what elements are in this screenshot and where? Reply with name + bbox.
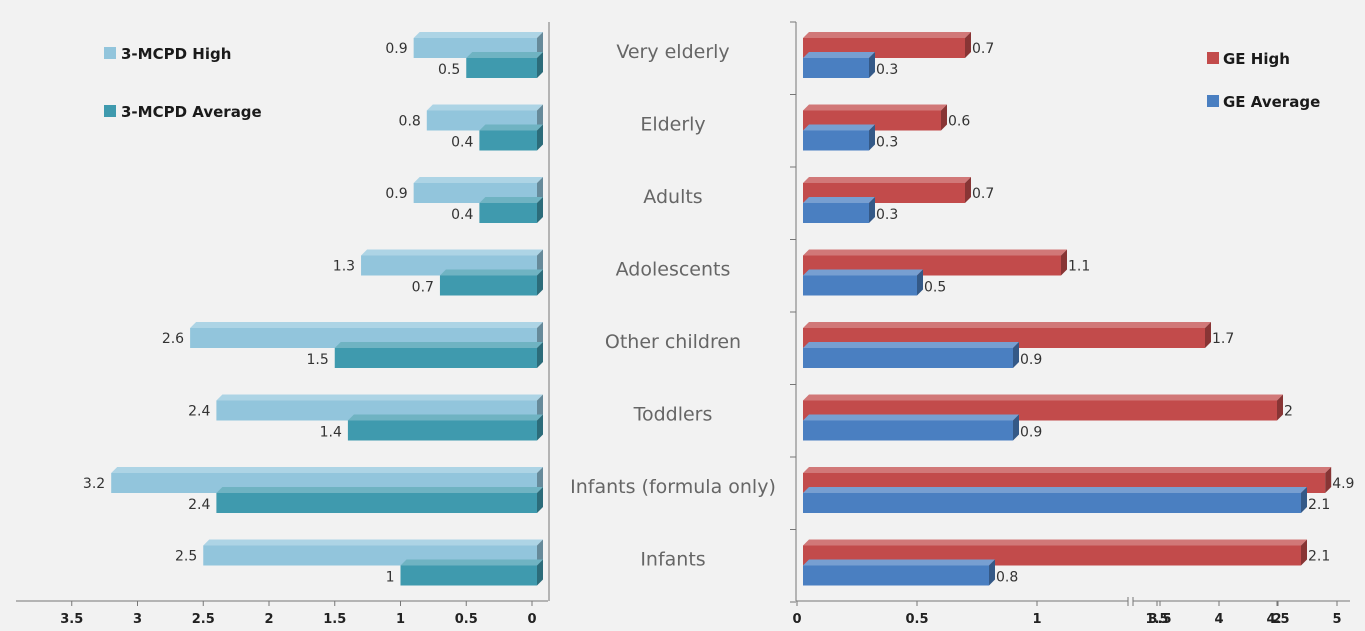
category-label: Infants (formula only) — [570, 476, 776, 498]
left-x-tick-label: 0 — [527, 612, 536, 627]
left-label-average: 1.5 — [306, 352, 328, 368]
category-label: Elderly — [640, 114, 705, 136]
left-x-tick-label: 1 — [396, 612, 405, 627]
right-label-high: 0.7 — [972, 186, 994, 202]
right-bar-average — [803, 269, 923, 296]
legend-label-left-high: 3-MCPD High — [121, 45, 231, 63]
right-bar-average — [803, 414, 1019, 441]
right-x-tick-label: 3.5 — [1148, 612, 1171, 627]
legend-label-right-average: GE Average — [1223, 93, 1320, 111]
right-bar-average — [803, 342, 1019, 368]
left-bar-average — [334, 342, 543, 368]
left-label-average: 0.7 — [412, 280, 434, 296]
left-x-tick-label: 3.5 — [60, 612, 83, 627]
right-bar-average — [803, 124, 875, 151]
left-x-tick-label: 0.5 — [455, 612, 478, 627]
right-label-average: 0.3 — [876, 207, 898, 223]
right-x-tick-label: 0 — [792, 612, 801, 627]
right-label-high: 1.7 — [1212, 331, 1234, 347]
legend-swatch-right-high — [1207, 52, 1219, 64]
right-label-average: 0.3 — [876, 135, 898, 151]
right-label-average: 0.9 — [1020, 425, 1042, 441]
right-label-high: 0.6 — [948, 114, 970, 130]
right-x-tick-label: 5 — [1332, 612, 1341, 627]
left-bar-average — [216, 487, 543, 513]
legend-swatch-right-average — [1207, 95, 1219, 107]
left-label-high: 2.4 — [188, 404, 210, 420]
legend-swatch-left-average — [104, 105, 116, 117]
right-label-high: 0.7 — [972, 41, 994, 57]
right-x-tick-label: 4.5 — [1266, 612, 1289, 627]
category-label: Other children — [605, 331, 741, 353]
right-label-high: 2.1 — [1308, 549, 1330, 565]
left-x-tick-label: 1.5 — [323, 612, 346, 627]
left-x-tick-label: 3 — [133, 612, 142, 627]
left-label-average: 0.5 — [438, 62, 460, 78]
left-label-high: 1.3 — [333, 259, 355, 275]
right-label-high: 1.1 — [1068, 259, 1090, 275]
right-x-tick-label: 2 — [1272, 612, 1281, 627]
left-bar-average — [479, 197, 543, 223]
right-label-high: 4.9 — [1332, 476, 1354, 492]
right-label-average: 0.5 — [924, 280, 946, 296]
left-bar-average — [347, 414, 543, 441]
left-bar-average — [466, 52, 543, 78]
right-x-tick-label: 1 — [1032, 612, 1041, 627]
legend-label-left-average: 3-MCPD Average — [121, 103, 262, 121]
category-label: Adolescents — [616, 259, 731, 281]
left-bar-average — [400, 559, 543, 586]
right-x-tick-label: 0.5 — [905, 612, 928, 627]
left-label-average: 0.4 — [451, 207, 473, 223]
left-label-high: 2.6 — [162, 331, 184, 347]
left-label-average: 0.4 — [451, 135, 473, 151]
right-bar-average — [803, 559, 995, 586]
right-x-tick-label: 4 — [1214, 612, 1223, 627]
left-label-average: 2.4 — [188, 497, 210, 513]
right-label-average: 0.3 — [876, 62, 898, 78]
category-label: Adults — [643, 186, 702, 208]
right-label-average: 0.9 — [1020, 352, 1042, 368]
legend-swatch-left-high — [104, 47, 116, 59]
left-label-average: 1 — [386, 570, 395, 586]
right-label-high: 2 — [1284, 404, 1293, 420]
right-bar-average — [803, 52, 875, 78]
left-x-tick-label: 2.5 — [192, 612, 215, 627]
right-bar-average — [803, 197, 875, 223]
left-label-high: 0.9 — [385, 41, 407, 57]
right-label-average: 2.1 — [1308, 497, 1330, 513]
left-bar-average — [479, 124, 543, 151]
left-bar-average — [439, 269, 543, 296]
left-label-high: 0.8 — [399, 114, 421, 130]
left-x-tick-label: 2 — [264, 612, 273, 627]
category-label: Toddlers — [633, 404, 713, 426]
right-x-tick-label: 1.5 — [1145, 612, 1168, 627]
category-label: Very elderly — [616, 41, 729, 63]
right-label-average: 0.8 — [996, 570, 1018, 586]
left-label-average: 1.4 — [320, 425, 342, 441]
legend-label-right-high: GE High — [1223, 50, 1290, 68]
right-bar-average — [803, 487, 1307, 513]
category-label: Infants — [640, 549, 705, 571]
left-label-high: 0.9 — [385, 186, 407, 202]
left-label-high: 3.2 — [83, 476, 105, 492]
left-label-high: 2.5 — [175, 549, 197, 565]
